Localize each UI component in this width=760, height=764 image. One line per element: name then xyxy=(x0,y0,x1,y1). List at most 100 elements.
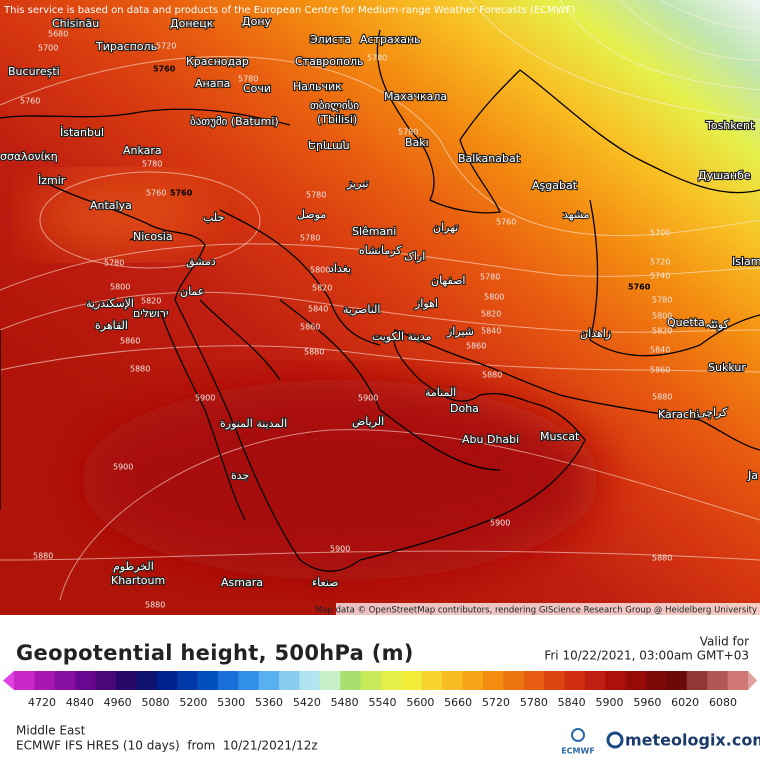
meteologix-logo: meteologix.com xyxy=(625,731,760,750)
colorbar-swatch xyxy=(54,671,76,690)
contour-label: 5780 xyxy=(306,191,326,200)
contour-label: 5760 xyxy=(153,65,176,74)
contour-label: 5860 xyxy=(650,366,670,375)
colorbar-swatch xyxy=(503,671,525,690)
colorbar-swatch xyxy=(319,671,341,690)
place-label: (Tbilisi) xyxy=(317,113,357,126)
place-label: Balkanabat xyxy=(458,152,521,165)
ecmwf-logo: ECMWF xyxy=(561,747,595,756)
colorbar-swatch xyxy=(564,671,586,690)
colorbar-tick-label: 5420 xyxy=(293,696,321,709)
place-label: Quetta xyxy=(667,316,705,329)
colorbar-tick-label: 5300 xyxy=(217,696,245,709)
place-label: الإسكندرية xyxy=(86,297,134,310)
contour-label: 5780 xyxy=(300,234,320,243)
contour-label: 5900 xyxy=(330,545,350,554)
place-label: زاهدان xyxy=(580,327,611,340)
contour-label: 5880 xyxy=(482,371,502,380)
contours xyxy=(0,0,760,601)
place-label: Ставрополь xyxy=(295,55,363,68)
place-label: Asmara xyxy=(221,576,263,589)
place-label: ბათუმი (Batumi) xyxy=(190,115,279,128)
contour-label: 5880 xyxy=(304,348,324,357)
colorbar-arrow xyxy=(3,671,14,690)
place-label: Ja xyxy=(747,469,758,482)
place-label: Doha xyxy=(450,402,479,415)
colorbar-tick-label: 5780 xyxy=(520,696,548,709)
contour-label: 5760 xyxy=(496,218,516,227)
place-label: Antalya xyxy=(90,199,132,212)
place-label: Nicosia xyxy=(133,230,173,243)
colorbar-swatch xyxy=(646,671,667,690)
place-label: Душанбе xyxy=(698,169,751,182)
place-label: Донецк xyxy=(170,17,214,30)
colorbar-swatch xyxy=(442,671,464,690)
colorbar-swatch xyxy=(156,671,178,690)
colorbar-tick-label: 5840 xyxy=(558,696,586,709)
place-label: المنامة xyxy=(425,386,456,399)
contour-label: 5720 xyxy=(650,258,670,267)
colorbar-swatch xyxy=(625,671,647,690)
place-label: موصل xyxy=(297,208,326,221)
contour-label: 5800 xyxy=(652,312,672,321)
place-label: Элиста xyxy=(310,33,351,46)
valid-time: Fri 10/22/2021, 03:00am GMT+03 xyxy=(544,649,749,663)
place-label: Muscat xyxy=(540,430,580,443)
places: Chisinău Донецк Дону Элиста Астрахань Ти… xyxy=(0,14,760,590)
colorbar-tick-label: 4720 xyxy=(28,696,56,709)
contour-label: 5900 xyxy=(195,394,215,403)
place-label: Тирасполь xyxy=(95,40,157,53)
colorbar-tick-label: 5480 xyxy=(331,696,359,709)
place-label: حلب xyxy=(203,211,224,224)
place-label: جدة xyxy=(231,469,249,482)
place-label: کراچی xyxy=(697,406,728,419)
contour-label: 5840 xyxy=(650,346,670,355)
colorbar-swatch xyxy=(523,671,545,690)
place-label: Ankara xyxy=(123,144,162,157)
colorbar-tick-label: 5900 xyxy=(596,696,624,709)
map: This service is based on data and produc… xyxy=(0,0,760,616)
place-label: Toshkent xyxy=(705,119,755,132)
colorbar-swatch xyxy=(462,671,484,690)
place-label: اهواز xyxy=(414,297,438,310)
colorbar-swatch xyxy=(666,671,688,690)
place-label: المدينة المنورة xyxy=(220,417,287,430)
colorbar: 4720 4840 4960 5080 5200 5300 5360 5420 5480 5540… xyxy=(3,671,757,709)
region: Middle East xyxy=(16,724,86,738)
colorbar-tick-label: 5960 xyxy=(633,696,661,709)
contour-label: 5880 xyxy=(652,393,672,402)
place-label: Khartoum xyxy=(111,574,165,587)
contour-label: 5880 xyxy=(33,552,53,561)
place-label: İzmir xyxy=(38,174,66,187)
contour-label: 5780 xyxy=(480,273,500,282)
place-label: Chisinău xyxy=(52,17,99,30)
place-label: دمشق xyxy=(186,255,216,269)
place-label: شیراز xyxy=(446,325,474,338)
colorbar-arrow xyxy=(748,671,757,690)
contour-label: 5700 xyxy=(38,44,58,53)
attribution-bg xyxy=(336,603,760,615)
colorbar-swatch xyxy=(727,671,749,690)
place-label: بغداد xyxy=(329,262,351,275)
colorbar-swatch xyxy=(177,671,198,690)
contour-label: 5880 xyxy=(145,601,165,610)
place-label: صنعاء xyxy=(312,576,339,589)
legend-title: Geopotential height, 500hPa (m) xyxy=(16,641,414,665)
place-label: Երևան xyxy=(308,139,350,152)
place-label: الخرطوم xyxy=(113,560,154,573)
colorbar-tick-label: 5200 xyxy=(179,696,207,709)
place-label: Анапа xyxy=(195,77,230,90)
colorbar-swatch xyxy=(605,671,627,690)
contour-label: 5900 xyxy=(490,519,510,528)
contour-label: 5880 xyxy=(130,365,150,374)
colorbar-swatch xyxy=(544,671,565,690)
attribution: Map data © OpenStreetMap contributors, r… xyxy=(315,606,757,616)
contour-labels: 5680 5700 5720 5760 5760 5780 5780 5780 … xyxy=(20,30,672,610)
model-run: ECMWF IFS HRES (10 days) from 10/21/2021… xyxy=(16,739,318,753)
colorbar-swatch xyxy=(258,671,280,690)
colorbar-tick-label: 5660 xyxy=(444,696,472,709)
colorbar-swatch xyxy=(14,671,35,690)
colorbar-swatch xyxy=(686,671,708,690)
colorbar-swatch xyxy=(584,671,606,690)
contour-label: 5900 xyxy=(113,463,133,472)
